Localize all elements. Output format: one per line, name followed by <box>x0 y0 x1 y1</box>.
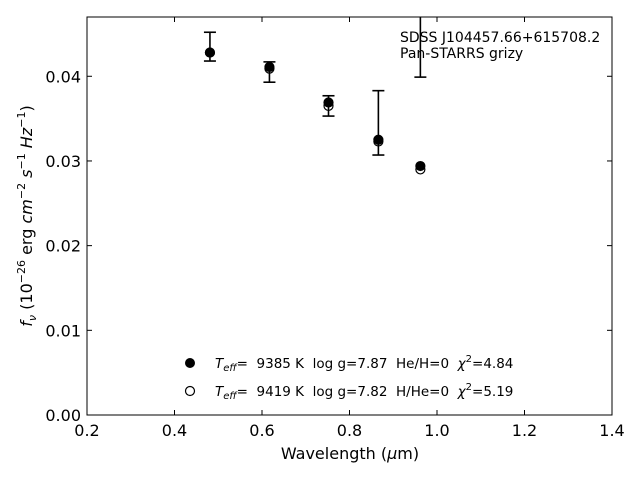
data-points <box>204 47 426 175</box>
legend-entry-1: Teff= 9385 K log g=7.87 He/H=0 χ2=4.84 <box>215 354 513 374</box>
legend: Teff= 9385 K log g=7.87 He/H=0 χ2=4.84 T… <box>184 354 513 402</box>
y-tick-label: 0.01 <box>45 321 81 340</box>
model-point-filled <box>415 160 426 172</box>
x-tick-label: 1.4 <box>599 421 624 440</box>
x-tick-label: 1.2 <box>512 421 537 440</box>
x-tick-label: 0.4 <box>162 421 187 440</box>
model-point-open <box>204 47 216 58</box>
model-point-open <box>264 63 275 74</box>
axis-ticks: 0.2 0.4 0.6 0.8 1.0 1.2 1.4 0.00 0.01 0.02 0.03 0.0… <box>45 17 625 440</box>
model-point-open <box>373 136 384 147</box>
legend-marker-filled <box>185 358 195 368</box>
annotation-line-1: SDSS J104457.66+615708.2 <box>400 30 600 46</box>
y-tick-label: 0.03 <box>45 152 81 171</box>
x-tick-label: 0.2 <box>74 421 99 440</box>
model-point-filled <box>323 97 334 108</box>
model-point-open <box>415 164 426 175</box>
x-axis-label: Wavelength (μm) <box>281 444 419 463</box>
model-point-open <box>323 100 334 112</box>
annotation-line-2: Pan-STARRS grizy <box>400 46 523 62</box>
x-tick-label: 1.0 <box>424 421 449 440</box>
error-bars <box>203 17 427 156</box>
y-tick-label: 0.00 <box>45 406 81 425</box>
x-tick-label: 0.6 <box>249 421 274 440</box>
legend-entry-2: Teff= 9419 K log g=7.82 H/He=0 χ2=5.19 <box>215 382 513 402</box>
y-tick-label: 0.02 <box>45 237 81 256</box>
legend-marker-open <box>184 385 196 397</box>
x-tick-label: 0.8 <box>337 421 362 440</box>
y-tick-label: 0.04 <box>45 67 81 86</box>
y-axis-label: fν (10−26 erg cm−2 s−1 Hz−1) <box>15 105 39 326</box>
